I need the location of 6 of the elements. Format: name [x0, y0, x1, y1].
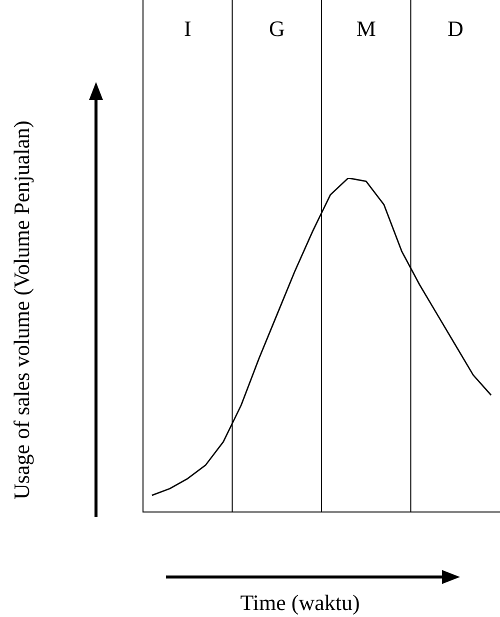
x-tick-label: I [184, 16, 192, 41]
y-axis-title: Usage of sales volume (Volume Penjualan) [9, 120, 35, 500]
x-tick-label: D [447, 16, 464, 41]
x-tick-label: G [268, 16, 285, 41]
x-tick-label: M [356, 16, 376, 41]
x-axis-title: Time (waktu) [240, 590, 360, 616]
